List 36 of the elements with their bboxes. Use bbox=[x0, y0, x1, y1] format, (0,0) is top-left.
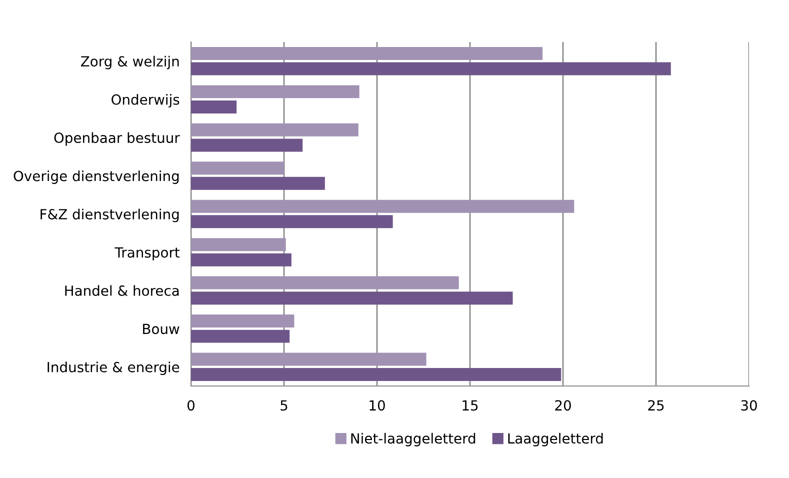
bar bbox=[191, 292, 513, 305]
bar bbox=[191, 176, 325, 190]
bar bbox=[191, 314, 294, 328]
x-tick-label: 20 bbox=[555, 400, 571, 411]
legend-label: Niet-laaggeletterd bbox=[351, 432, 476, 446]
x-tick-label: 5 bbox=[280, 400, 288, 411]
y-tick-label: Overige dienstverlening bbox=[14, 170, 179, 184]
bar bbox=[191, 138, 303, 152]
bar bbox=[191, 200, 574, 213]
bar bbox=[191, 215, 393, 228]
y-tick-label: Transport bbox=[114, 247, 180, 260]
bar bbox=[191, 276, 459, 290]
bar bbox=[191, 352, 426, 366]
x-tick-label: 10 bbox=[370, 400, 385, 411]
x-tick-label: 15 bbox=[462, 400, 478, 411]
y-tick-label: Handel & horeca bbox=[65, 285, 179, 296]
x-tick-label: 0 bbox=[187, 400, 194, 411]
bar bbox=[191, 46, 543, 60]
y-tick-label: F&Z dienstverlening bbox=[40, 208, 179, 222]
y-tick-label: Onderwijs bbox=[112, 94, 180, 108]
bar bbox=[191, 162, 284, 175]
bar bbox=[191, 330, 290, 343]
bar bbox=[191, 368, 562, 382]
bar bbox=[191, 253, 292, 266]
bar bbox=[191, 62, 671, 76]
bar bbox=[191, 100, 237, 114]
bar bbox=[191, 85, 360, 98]
y-tick-label: Industrie & energie bbox=[48, 362, 180, 376]
bar bbox=[191, 123, 358, 136]
legend-label: Laaggeletterd bbox=[508, 432, 603, 446]
y-tick-label: Openbaar bestuur bbox=[54, 132, 180, 146]
x-tick-label: 25 bbox=[648, 400, 664, 411]
x-tick-label: 30 bbox=[741, 400, 757, 411]
y-tick-label: Bouw bbox=[143, 324, 180, 334]
bar bbox=[191, 238, 286, 252]
y-tick-label: Zorg & welzijn bbox=[80, 56, 179, 70]
